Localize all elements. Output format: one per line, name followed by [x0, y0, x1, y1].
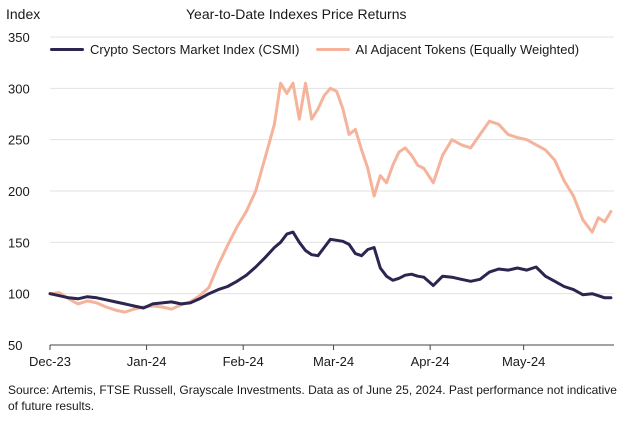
x-tick-label-2: Feb-24: [223, 354, 264, 369]
x-tick-label-5: May-24: [502, 354, 545, 369]
legend-swatch-ai-tokens: [315, 48, 350, 51]
y-tick-label-200: 200: [8, 184, 30, 199]
y-tick-label-250: 250: [8, 133, 30, 148]
legend-label-ai-tokens: AI Adjacent Tokens (Equally Weighted): [355, 42, 580, 57]
y-tick-label-300: 300: [8, 81, 30, 96]
x-tick-label-3: Mar-24: [313, 354, 354, 369]
y-tick-label-100: 100: [8, 287, 30, 302]
legend-item-csmi: Crypto Sectors Market Index (CSMI): [50, 42, 300, 57]
source-note: Source: Artemis, FTSE Russell, Grayscale…: [8, 383, 617, 413]
legend-item-ai-tokens: AI Adjacent Tokens (Equally Weighted): [315, 42, 580, 57]
legend-label-csmi: Crypto Sectors Market Index (CSMI): [90, 42, 300, 57]
series-line-csmi: [48, 230, 613, 310]
x-tick-label-4: Apr-24: [411, 354, 450, 369]
y-axis-label: Index: [6, 6, 41, 22]
legend: Crypto Sectors Market Index (CSMI) AI Ad…: [50, 42, 595, 57]
legend-swatch-csmi: [50, 48, 84, 51]
x-tick-label-0: Dec-23: [29, 354, 71, 369]
x-tick-label-1: Jan-24: [127, 354, 167, 369]
series-line-ai-tokens: [48, 81, 613, 314]
y-tick-label-150: 150: [8, 235, 30, 250]
y-tick-label-50: 50: [8, 338, 22, 353]
y-tick-label-350: 350: [8, 30, 30, 45]
chart-title: Year-to-Date Indexes Price Returns: [186, 6, 407, 22]
line-chart: 50 100 150 200 250 300 350 Dec-23 Jan-24 Feb-24 Ma…: [8, 30, 614, 369]
